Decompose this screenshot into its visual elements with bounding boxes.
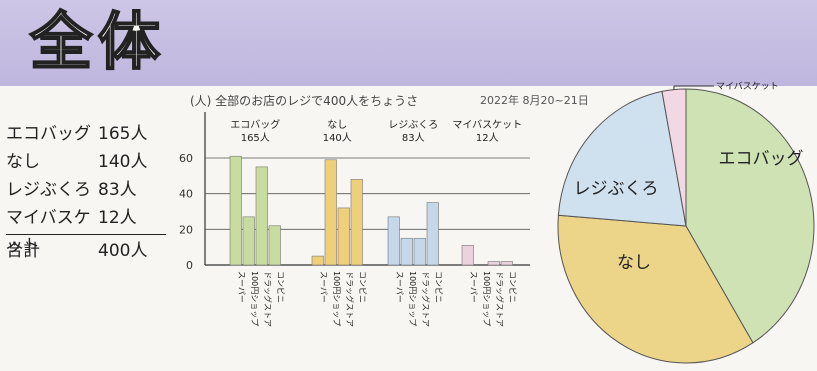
summary-divider	[6, 234, 166, 235]
group-count: 140人	[323, 132, 352, 144]
y-tick-label: 0	[186, 259, 193, 272]
summary-value: 12人	[98, 208, 137, 228]
store-label: ドラッグストア	[495, 271, 505, 327]
pie-slice	[557, 90, 687, 227]
pie-label: レジぶくろ	[574, 179, 659, 199]
store-label: 100円ショップ	[482, 271, 491, 326]
bar	[426, 202, 439, 266]
group-count: 165人	[241, 132, 270, 144]
title-banner: 全体	[0, 0, 817, 86]
store-label: コンビニ	[434, 271, 443, 303]
chart-date: 2022年 8月20~21日	[480, 94, 589, 107]
store-label: コンビニ	[508, 271, 517, 303]
bar	[461, 245, 474, 266]
bar	[268, 225, 281, 266]
summary-total: 合計 400人	[6, 237, 176, 265]
store-label: ドラッグストア	[263, 271, 273, 327]
bar	[242, 216, 255, 266]
summary-label: マイバスケット	[6, 208, 91, 256]
bar	[413, 237, 426, 266]
summary-row: エコバッグ 165人	[6, 120, 176, 148]
store-label: コンビニ	[358, 271, 367, 303]
summary-label: エコバッグ	[6, 124, 91, 144]
chart-title: (人) 全部のお店のレジで400人をちょうさ	[190, 94, 419, 108]
summary-total-label: 合計	[6, 241, 40, 261]
y-tick-label: 20	[179, 223, 193, 236]
y-tick-label: 40	[179, 188, 193, 201]
store-label: ドラッグストア	[421, 271, 431, 327]
bar	[487, 261, 500, 266]
summary-row: マイバスケット 12人	[6, 204, 176, 256]
store-label: スーパー	[237, 271, 246, 303]
bar	[324, 159, 337, 266]
store-label: スーパー	[319, 271, 328, 303]
store-label: 100円ショップ	[408, 271, 417, 326]
bar	[311, 255, 324, 266]
bar	[337, 207, 350, 266]
pie-label: マイバスケット	[716, 81, 779, 92]
summary-total-value: 400人	[98, 241, 148, 261]
store-label: 100円ショップ	[250, 271, 259, 326]
summary-label: なし	[6, 152, 40, 172]
group-label: マイバスケット	[452, 119, 522, 131]
pie-slice	[557, 214, 754, 364]
summary-list: エコバッグ 165人 なし 140人 レジぶくろ 83人 マイバスケット 12人…	[6, 120, 176, 265]
group-count: 12人	[476, 132, 499, 144]
group-label: レジぶくろ	[388, 119, 438, 131]
summary-row: なし 140人	[6, 148, 176, 176]
bar	[400, 237, 413, 266]
bar	[387, 216, 400, 266]
store-label: スーパー	[395, 271, 404, 303]
pie-label: なし	[617, 253, 651, 273]
summary-label: レジぶくろ	[6, 180, 91, 200]
group-count: 83人	[402, 132, 425, 144]
group-label: エコバッグ	[230, 118, 280, 131]
pie-slice	[685, 88, 815, 344]
pie-label: エコバッグ	[719, 149, 804, 169]
bar	[500, 261, 513, 266]
bar	[229, 155, 242, 266]
store-label: ドラッグストア	[345, 271, 355, 327]
summary-row: レジぶくろ 83人	[6, 176, 176, 204]
store-label: スーパー	[469, 271, 478, 303]
summary-value: 165人	[98, 124, 148, 144]
summary-value: 83人	[98, 180, 137, 200]
page-title: 全体	[29, 4, 167, 79]
bar	[350, 179, 363, 266]
store-label: 100円ショップ	[332, 271, 341, 326]
store-label: コンビニ	[276, 271, 285, 303]
group-label: なし	[327, 119, 347, 131]
summary-value: 140人	[98, 152, 148, 172]
y-tick-label: 60	[179, 152, 193, 165]
bar	[255, 166, 268, 266]
